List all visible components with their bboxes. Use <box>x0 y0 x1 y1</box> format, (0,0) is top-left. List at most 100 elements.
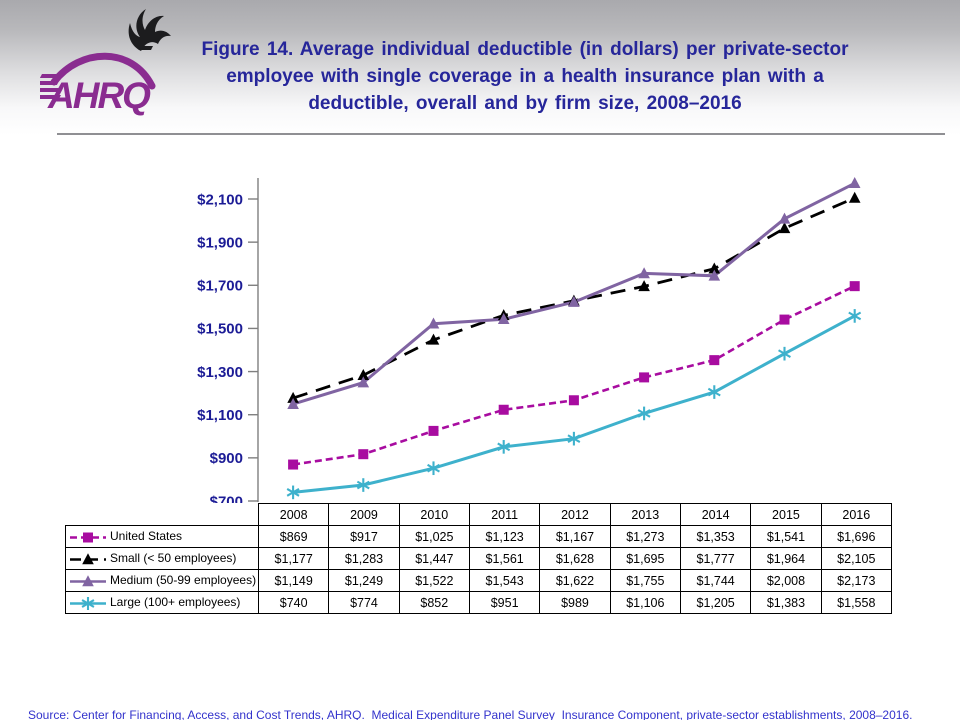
value-cell: $1,383 <box>750 591 822 614</box>
year-column-header: 2013 <box>609 503 681 526</box>
data-point-marker <box>497 440 511 454</box>
table-header-row: 2008 2009 2010 2011 2012 2013 2014 2015 2016 <box>66 503 892 526</box>
data-point-marker <box>358 449 369 460</box>
value-cell: $1,543 <box>468 569 541 592</box>
data-point-marker <box>709 355 720 366</box>
legend-label: Small (< 50 employees) <box>110 551 237 566</box>
value-cell: $740 <box>257 591 330 614</box>
value-cell: $1,622 <box>539 569 611 592</box>
value-cell: $1,025 <box>398 525 470 548</box>
data-point-marker <box>427 461 440 476</box>
data-point-marker <box>778 222 791 234</box>
source-note: Source: Center for Financing, Access, an… <box>28 708 913 720</box>
data-point-marker <box>708 269 721 281</box>
hhs-eagle-icon <box>128 9 171 51</box>
value-cell: $2,008 <box>750 569 822 592</box>
data-point-marker <box>427 333 440 345</box>
legend-label: Large (100+ employees) <box>110 595 241 610</box>
data-point-marker <box>81 596 95 610</box>
year-column-header: 2016 <box>820 503 892 526</box>
data-point-marker <box>779 314 790 325</box>
figure-title-line-1: Figure 14. Average individual deductible… <box>201 39 849 60</box>
line-chart: $700 $900 $1,100 $1,300 $1,500 $1,700 $1,900 $2… <box>180 170 904 508</box>
data-point-marker <box>287 391 299 403</box>
data-point-marker <box>83 532 93 543</box>
value-cell: $1,695 <box>609 547 681 570</box>
value-cell: $1,273 <box>609 525 681 548</box>
data-point-marker <box>567 431 581 446</box>
value-cell: $774 <box>328 591 400 614</box>
data-point-marker <box>848 309 862 323</box>
data-point-marker <box>638 267 650 279</box>
data-point-marker <box>82 552 94 564</box>
value-cell: $951 <box>468 591 541 614</box>
legend-cell: United States <box>65 525 259 548</box>
data-table: 2008 2009 2010 2011 2012 2013 2014 2015 2016 Uni… <box>65 503 892 614</box>
value-cell: $1,755 <box>609 569 681 592</box>
legend-cell: Small (< 50 employees) <box>65 547 259 570</box>
legend-label: United States <box>110 529 183 544</box>
legend-marker-square <box>70 532 106 543</box>
value-cell: $1,123 <box>468 525 541 548</box>
data-point-marker <box>357 369 370 381</box>
table-row: Small (< 50 employees) $1,177 $1,283 $1,447… <box>65 547 892 570</box>
y-axis-tick-label: $1,100 <box>197 407 243 424</box>
data-point-marker <box>707 385 721 399</box>
legend-marker-asterisk <box>70 596 106 610</box>
y-axis-tick-label: $1,900 <box>197 234 243 251</box>
table-corner-cell <box>66 504 259 526</box>
header-band: AHRQ Figure 14. Average individual deduc… <box>0 0 960 135</box>
data-point-marker <box>427 317 440 329</box>
value-cell: $1,167 <box>539 525 611 548</box>
value-cell: $1,777 <box>679 547 752 570</box>
data-point-marker <box>498 404 509 415</box>
value-cell: $1,106 <box>609 591 681 614</box>
value-cell: $1,744 <box>679 569 752 592</box>
value-cell: $1,561 <box>468 547 541 570</box>
data-point-marker <box>428 425 439 436</box>
data-point-marker <box>849 281 860 292</box>
data-point-marker <box>639 372 650 383</box>
data-point-marker <box>357 376 370 388</box>
line-chart-svg: $700$900$1,100$1,300$1,500$1,700$1,900$2… <box>197 177 862 508</box>
value-cell: $1,522 <box>398 569 470 592</box>
data-point-marker <box>778 346 791 361</box>
y-axis-tick-label: $1,700 <box>197 278 243 295</box>
value-cell: $1,541 <box>750 525 822 548</box>
figure-title-line-3: deductible, overall and by firm size, 20… <box>308 93 742 114</box>
data-point-marker <box>286 485 300 500</box>
table-row: United States $869 $917 $1,025 $1,123 $1,167 $… <box>65 525 892 548</box>
year-column-header: 2008 <box>257 503 330 526</box>
year-column-header: 2012 <box>539 503 611 526</box>
figure-title: Figure 14. Average individual deductible… <box>175 36 875 117</box>
year-column-header: 2011 <box>468 503 541 526</box>
legend-label: Medium (50-99 employees) <box>110 573 257 588</box>
y-axis-tick-label: $1,500 <box>197 321 243 338</box>
table-row: Medium (50-99 employees) $1,149 $1,249 $1,5… <box>65 569 892 592</box>
value-cell: $1,447 <box>398 547 470 570</box>
data-point-marker <box>287 397 299 409</box>
value-cell: $1,205 <box>679 591 752 614</box>
data-point-marker <box>356 478 370 492</box>
value-cell: $2,173 <box>820 569 892 592</box>
year-column-header: 2010 <box>398 503 470 526</box>
data-point-marker <box>708 262 721 274</box>
value-cell: $1,249 <box>328 569 400 592</box>
value-cell: $1,558 <box>820 591 892 614</box>
ahrq-logo: AHRQ <box>40 4 190 124</box>
value-cell: $1,149 <box>257 569 330 592</box>
value-cell: $1,177 <box>257 547 330 570</box>
legend-marker-triangle <box>70 552 106 564</box>
y-axis-tick-label: $2,100 <box>197 191 243 208</box>
data-point-marker <box>638 280 650 292</box>
value-cell: $2,105 <box>820 547 892 570</box>
value-cell: $1,628 <box>539 547 611 570</box>
table-row: Large (100+ employees) $740 $774 $852 $951 $9… <box>65 591 892 614</box>
value-cell: $1,964 <box>750 547 822 570</box>
value-cell: $917 <box>328 525 400 548</box>
year-column-header: 2015 <box>750 503 822 526</box>
footer: Source: Center for Financing, Access, an… <box>28 673 948 720</box>
header-divider <box>57 133 945 135</box>
legend-cell: Large (100+ employees) <box>65 591 259 614</box>
legend-cell: Medium (50-99 employees) <box>65 569 259 592</box>
